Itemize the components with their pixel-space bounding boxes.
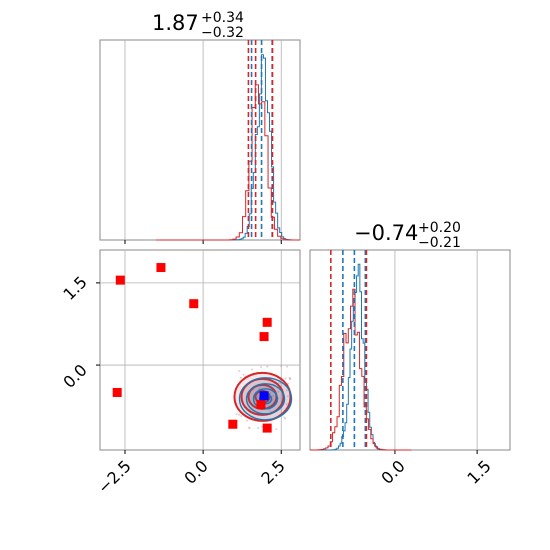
scatter-sample-point: [284, 417, 287, 420]
ytick-label-2: 1.5: [59, 272, 90, 303]
square-marker-2: [189, 299, 199, 309]
square-marker-8: [262, 423, 272, 433]
scatter-sample-point: [259, 385, 262, 388]
title-1-minus: −0.32: [201, 25, 244, 41]
title-1-value: 1.87: [152, 11, 199, 35]
scatter-sample-point: [248, 426, 251, 429]
scatter-sample-point: [286, 365, 289, 368]
scatter-sample-point: [257, 426, 260, 429]
scatter-sample-point: [246, 419, 249, 422]
scatter-sample-point: [268, 408, 271, 411]
scatter-sample-point: [285, 403, 288, 406]
panel-hist-2: [309, 249, 511, 451]
square-marker-3: [262, 317, 272, 327]
scatter-sample-point: [238, 413, 241, 416]
hist2-xtick-label-1: 0.0: [377, 456, 408, 487]
square-marker-4: [259, 332, 269, 342]
square-marker-6: [228, 419, 238, 429]
hist2-xtick-label-2: 1.5: [463, 456, 494, 487]
xtick-label-1: −2.5: [94, 456, 135, 497]
square-marker-0: [115, 275, 125, 285]
ytick-label-1: 0.0: [59, 360, 90, 391]
scatter-sample-point: [235, 413, 238, 416]
scatter-sample-point: [239, 376, 242, 379]
square-marker-5: [112, 387, 122, 397]
hist2-red-series: [310, 288, 412, 451]
grid-lines: [96, 40, 478, 454]
square-marker-7: [256, 400, 266, 410]
panel-scatter: [99, 249, 301, 451]
xtick-label-3: 2.5: [257, 456, 288, 487]
scatter-sample-point: [280, 365, 283, 368]
scatter-sample-point: [257, 387, 260, 390]
title-2-plus: +0.20: [418, 220, 461, 236]
hist1-red-series: [156, 84, 300, 241]
scatter-sample-point: [277, 390, 280, 393]
xtick-label-2: 0.0: [180, 456, 211, 487]
title-param-1: 1.87 +0.34 −0.32: [152, 10, 244, 41]
title-param-2: −0.74 +0.20 −0.21: [354, 220, 461, 251]
scatter-sample-point: [285, 389, 288, 392]
title-2-minus: −0.21: [418, 235, 461, 251]
scatter-sample-point: [275, 428, 278, 431]
scatter-sample-point: [259, 365, 262, 368]
scatter-sample-point: [284, 377, 287, 380]
panel-hist-1: [99, 39, 301, 241]
scatter-sample-point: [240, 415, 243, 418]
chart-marks: [112, 40, 412, 451]
scatter-sample-point: [271, 395, 274, 398]
scatter-sample-point: [238, 369, 241, 372]
scatter-sample-point: [250, 368, 253, 371]
scatter-sample-point: [242, 373, 245, 376]
square-marker-1: [156, 263, 166, 273]
scatter-sample-point: [288, 376, 291, 379]
scatter-sample-point: [266, 365, 269, 368]
title-1-plus: +0.34: [201, 10, 244, 26]
truth-marker: [259, 391, 269, 401]
scatter-sample-point: [286, 395, 289, 398]
title-2-value: −0.74: [354, 221, 418, 245]
